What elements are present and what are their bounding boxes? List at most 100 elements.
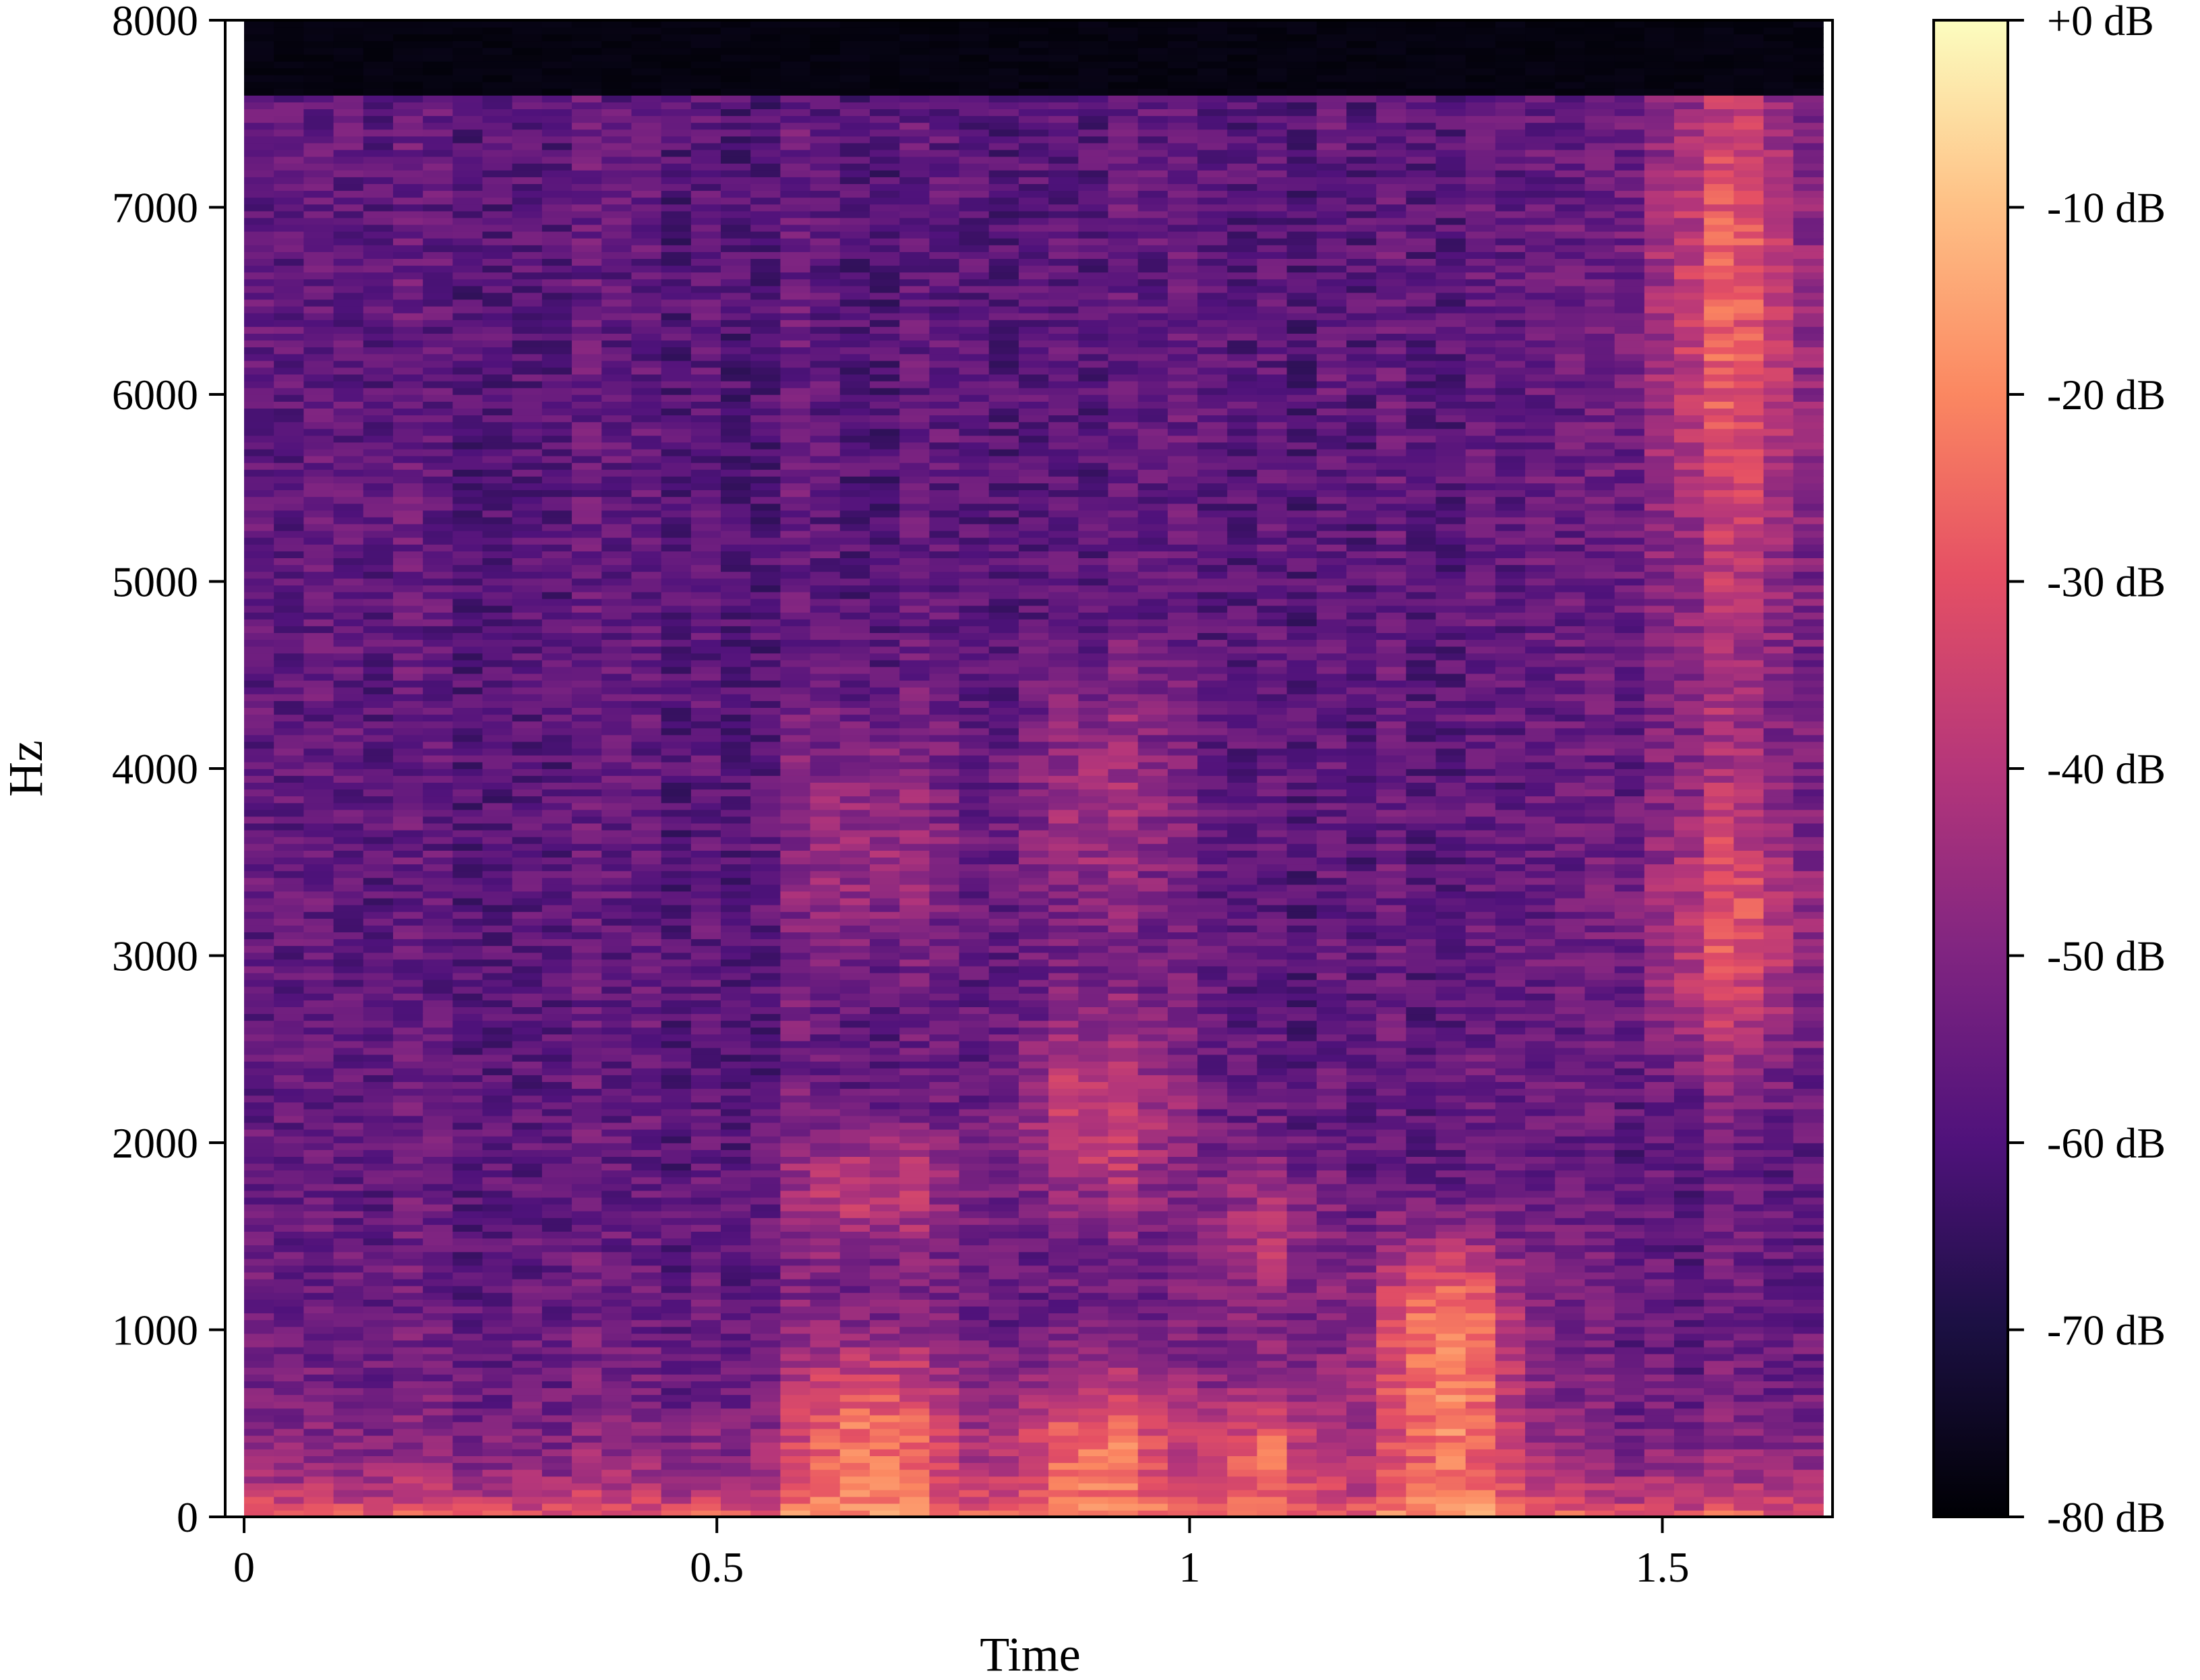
heatmap-cell <box>572 197 603 205</box>
heatmap-cell <box>870 27 900 34</box>
heatmap-cell <box>452 380 483 388</box>
heatmap-cell <box>810 707 841 715</box>
heatmap-cell <box>303 809 334 817</box>
heatmap-cell <box>690 265 721 273</box>
heatmap-cell <box>870 1143 900 1150</box>
heatmap-cell <box>721 584 751 593</box>
heatmap-cell <box>721 1414 751 1422</box>
heatmap-cell <box>721 401 751 409</box>
heatmap-cell <box>899 938 930 947</box>
heatmap-cell <box>601 1183 632 1191</box>
heatmap-cell <box>363 1088 394 1096</box>
heatmap-cell <box>393 748 423 756</box>
heatmap-cell <box>839 714 870 722</box>
heatmap-cell <box>601 387 632 395</box>
heatmap-cell <box>870 1102 900 1110</box>
heatmap-cell <box>512 530 543 538</box>
heatmap-cell <box>423 551 454 558</box>
heatmap-cell <box>690 897 721 905</box>
heatmap-cell <box>839 686 870 694</box>
heatmap-cell <box>690 1346 721 1354</box>
heatmap-cell <box>541 408 572 416</box>
heatmap-cell <box>780 1156 811 1164</box>
heatmap-cell <box>541 1360 572 1368</box>
heatmap-cell <box>661 544 692 551</box>
heatmap-cell <box>274 1394 305 1402</box>
heatmap-cell <box>393 190 423 198</box>
heatmap-cell <box>839 796 870 804</box>
heatmap-cell <box>423 1387 454 1396</box>
heatmap-cell <box>512 904 543 912</box>
heatmap-cell <box>631 611 662 620</box>
heatmap-cell <box>750 1285 781 1293</box>
heatmap-cell <box>363 870 394 878</box>
heatmap-cell <box>690 401 721 409</box>
heatmap-cell <box>631 1387 662 1396</box>
heatmap-cell <box>661 197 692 205</box>
heatmap-cell <box>721 1428 751 1436</box>
heatmap-cell <box>601 102 632 109</box>
heatmap-cell <box>839 925 870 932</box>
heatmap-cell <box>721 20 751 28</box>
heatmap-cell <box>303 347 334 355</box>
heatmap-cell <box>333 333 364 341</box>
heatmap-cell <box>601 741 632 749</box>
heatmap-cell <box>690 190 721 198</box>
heatmap-cell <box>541 1251 572 1259</box>
heatmap-cell <box>244 1135 274 1143</box>
heatmap-cell <box>512 911 543 919</box>
heatmap-cell <box>512 591 543 599</box>
heatmap-cell <box>721 1007 751 1015</box>
heatmap-cell <box>303 959 334 967</box>
heatmap-cell <box>810 1509 841 1517</box>
heatmap-cell <box>274 1442 305 1449</box>
heatmap-cell <box>721 761 751 769</box>
heatmap-cell <box>512 1313 543 1321</box>
heatmap-cell <box>541 700 572 708</box>
heatmap-cell <box>661 421 692 429</box>
heatmap-cell <box>839 775 870 783</box>
heatmap-cell <box>541 27 572 34</box>
heatmap-cell <box>750 993 781 1000</box>
heatmap-cell <box>452 476 483 483</box>
heatmap-cell <box>631 809 662 817</box>
heatmap-cell <box>661 605 692 613</box>
heatmap-cell <box>363 591 394 599</box>
heatmap-cell <box>601 1476 632 1484</box>
heatmap-cell <box>244 754 274 762</box>
heatmap-cell <box>452 1271 483 1280</box>
heatmap-cell <box>393 1033 423 1042</box>
heatmap-cell <box>810 312 841 320</box>
heatmap-cell <box>899 945 930 953</box>
heatmap-cell <box>870 611 900 620</box>
heatmap-cell <box>572 40 603 49</box>
heatmap-cell <box>541 1183 572 1191</box>
heatmap-cell <box>780 925 811 932</box>
heatmap-cell <box>690 1306 721 1314</box>
heatmap-cell <box>661 54 692 62</box>
heatmap-cell <box>750 455 781 463</box>
heatmap-cell <box>631 373 662 382</box>
heatmap-cell <box>721 312 751 320</box>
heatmap-cell <box>244 1197 274 1205</box>
heatmap-cell <box>661 1278 692 1286</box>
heatmap-cell <box>541 891 572 899</box>
heatmap-cell <box>721 496 751 504</box>
heatmap-cell <box>572 809 603 817</box>
heatmap-cell <box>631 462 662 470</box>
heatmap-cell <box>750 1163 781 1171</box>
heatmap-cell <box>631 897 662 905</box>
heatmap-cell <box>601 1482 632 1491</box>
heatmap-cell <box>423 877 454 885</box>
heatmap-cell <box>512 891 543 899</box>
heatmap-cell <box>810 360 841 368</box>
heatmap-cell <box>810 748 841 756</box>
heatmap-cell <box>541 986 572 994</box>
heatmap-cell <box>541 1421 572 1429</box>
heatmap-cell <box>512 54 543 62</box>
heatmap-cell <box>750 312 781 320</box>
heatmap-cell <box>839 61 870 69</box>
heatmap-cell <box>899 632 930 640</box>
heatmap-cell <box>303 305 334 313</box>
heatmap-cell <box>274 299 305 307</box>
